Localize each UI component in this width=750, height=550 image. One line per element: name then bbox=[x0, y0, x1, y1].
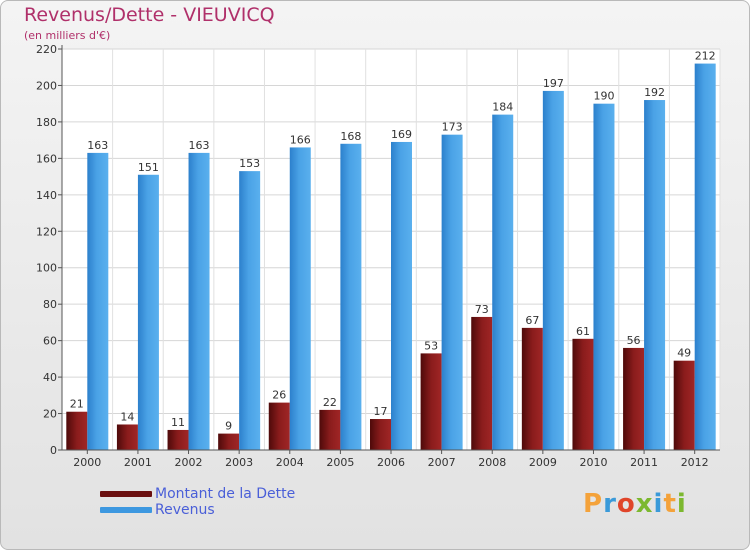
data-label-revenue: 173 bbox=[442, 121, 463, 134]
legend-label-debt: Montant de la Dette bbox=[155, 486, 296, 502]
x-tick-label: 2005 bbox=[326, 456, 354, 469]
data-label-debt: 17 bbox=[374, 405, 388, 418]
logo-letter: i bbox=[653, 489, 664, 519]
y-tick-label: 100 bbox=[36, 262, 57, 275]
bar-revenue bbox=[137, 174, 159, 450]
y-tick-label: 0 bbox=[50, 444, 57, 457]
data-label-debt: 53 bbox=[424, 339, 438, 352]
x-tick-label: 2002 bbox=[175, 456, 203, 469]
x-tick-label: 2003 bbox=[225, 456, 253, 469]
legend-swatch-revenue bbox=[100, 507, 152, 513]
bar-revenue bbox=[188, 152, 210, 451]
bar-debt bbox=[623, 347, 645, 450]
bar-debt bbox=[116, 424, 138, 450]
bar-debt bbox=[268, 402, 290, 450]
data-label-debt: 56 bbox=[627, 334, 641, 347]
data-label-revenue: 169 bbox=[391, 128, 412, 141]
bar-revenue bbox=[542, 90, 564, 450]
bar-revenue bbox=[87, 152, 109, 451]
data-label-revenue: 168 bbox=[340, 130, 361, 143]
x-tick-label: 2000 bbox=[73, 456, 101, 469]
legend-item-revenue: Revenus bbox=[100, 502, 295, 518]
bar-debt bbox=[218, 433, 240, 450]
data-label-debt: 9 bbox=[225, 420, 232, 433]
logo-letter: r bbox=[603, 489, 617, 519]
bar-revenue bbox=[593, 103, 615, 450]
legend-swatch-debt bbox=[100, 491, 152, 497]
bar-revenue bbox=[694, 63, 716, 450]
bar-revenue bbox=[340, 143, 362, 451]
bar-revenue bbox=[239, 171, 261, 450]
bar-revenue bbox=[492, 114, 514, 451]
y-tick-label: 120 bbox=[36, 225, 57, 238]
proxiti-logo: Proxiti bbox=[583, 489, 687, 519]
bar-debt bbox=[673, 360, 695, 450]
legend-label-revenue: Revenus bbox=[155, 502, 215, 518]
bar-revenue bbox=[441, 134, 463, 450]
data-label-debt: 22 bbox=[323, 396, 337, 409]
data-label-revenue: 163 bbox=[87, 139, 108, 152]
x-tick-label: 2010 bbox=[579, 456, 607, 469]
logo-letter: x bbox=[635, 489, 654, 519]
data-label-debt: 67 bbox=[525, 314, 539, 327]
bar-debt bbox=[319, 409, 341, 450]
y-tick-label: 140 bbox=[36, 189, 57, 202]
data-label-debt: 11 bbox=[171, 416, 185, 429]
data-label-debt: 49 bbox=[677, 347, 691, 360]
x-tick-label: 2011 bbox=[630, 456, 658, 469]
y-tick-label: 200 bbox=[36, 79, 57, 92]
legend: Montant de la Dette Revenus bbox=[100, 486, 295, 518]
data-label-revenue: 163 bbox=[189, 139, 210, 152]
bar-revenue bbox=[391, 141, 412, 450]
data-label-revenue: 151 bbox=[138, 161, 159, 174]
data-label-debt: 21 bbox=[70, 398, 84, 411]
data-label-debt: 73 bbox=[475, 303, 489, 316]
bar-debt bbox=[521, 327, 543, 450]
bar-debt bbox=[370, 419, 391, 450]
logo-letter: o bbox=[616, 489, 636, 519]
y-tick-label: 80 bbox=[43, 298, 57, 311]
x-tick-label: 2007 bbox=[428, 456, 456, 469]
y-tick-label: 60 bbox=[43, 335, 57, 348]
chart-subtitle: (en milliers d'€) bbox=[24, 29, 111, 42]
y-tick-label: 40 bbox=[43, 371, 57, 384]
bar-debt bbox=[471, 316, 493, 450]
x-tick-label: 2001 bbox=[124, 456, 152, 469]
bar-debt bbox=[572, 338, 594, 450]
y-tick-label: 180 bbox=[36, 116, 57, 129]
data-label-revenue: 184 bbox=[492, 101, 513, 114]
bar-debt bbox=[420, 353, 442, 450]
data-label-revenue: 197 bbox=[543, 77, 564, 90]
bar-revenue bbox=[644, 100, 666, 450]
legend-item-debt: Montant de la Dette bbox=[100, 486, 295, 502]
logo-letter: i bbox=[676, 489, 687, 519]
data-label-revenue: 153 bbox=[239, 157, 260, 170]
x-tick-label: 2012 bbox=[681, 456, 709, 469]
y-tick-label: 220 bbox=[36, 43, 57, 56]
bar-debt bbox=[167, 429, 189, 450]
data-label-revenue: 212 bbox=[695, 50, 716, 63]
x-tick-label: 2009 bbox=[529, 456, 557, 469]
logo-letter: t bbox=[663, 489, 677, 519]
data-label-debt: 26 bbox=[272, 389, 286, 402]
data-label-revenue: 190 bbox=[593, 90, 614, 103]
bar-debt bbox=[66, 411, 88, 450]
x-tick-label: 2006 bbox=[377, 456, 405, 469]
y-tick-label: 20 bbox=[43, 408, 57, 421]
data-label-revenue: 166 bbox=[290, 133, 311, 146]
data-label-debt: 61 bbox=[576, 325, 590, 338]
x-tick-label: 2004 bbox=[276, 456, 304, 469]
y-tick-label: 160 bbox=[36, 152, 57, 165]
data-label-revenue: 192 bbox=[644, 86, 665, 99]
bar-revenue bbox=[289, 147, 311, 450]
logo-letter: P bbox=[583, 489, 604, 519]
data-label-debt: 14 bbox=[120, 410, 134, 423]
x-tick-label: 2008 bbox=[478, 456, 506, 469]
chart-title: Revenus/Dette - VIEUVICQ bbox=[24, 4, 275, 26]
